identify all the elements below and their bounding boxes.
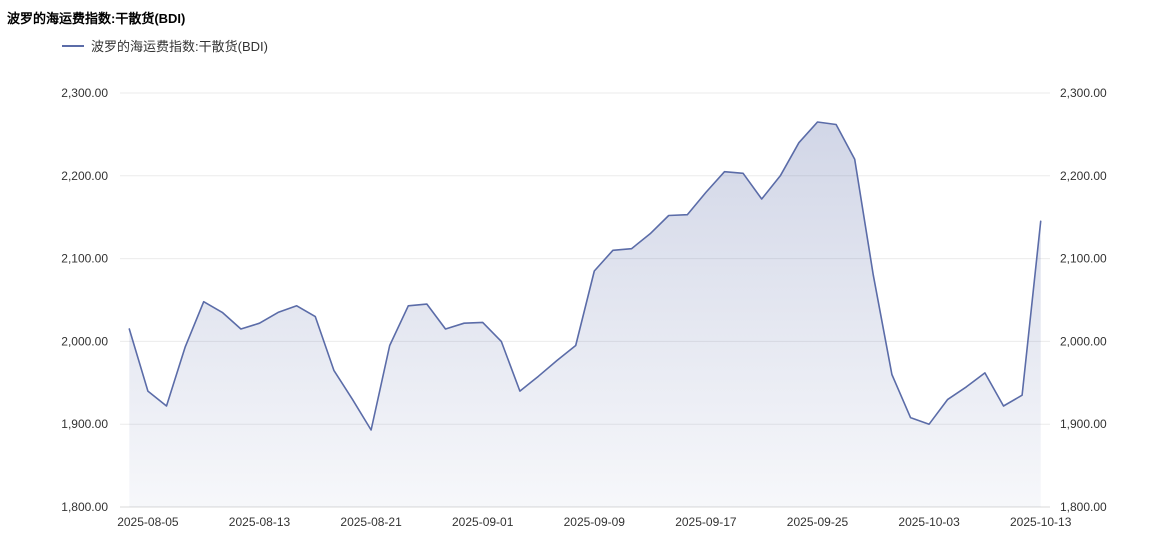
x-axis-label: 2025-09-01 <box>452 515 514 529</box>
page-title: 波罗的海运费指数:干散货(BDI) <box>7 11 186 26</box>
x-axis-label: 2025-09-17 <box>675 515 737 529</box>
y-axis-label-left: 1,900.00 <box>61 417 108 431</box>
legend-item-bdi[interactable]: 波罗的海运费指数:干散货(BDI) <box>62 36 268 55</box>
series-line <box>128 121 1042 431</box>
x-axis-label: 2025-08-05 <box>117 515 179 529</box>
y-axis-label-right: 2,100.00 <box>1060 252 1107 266</box>
y-axis-label-right: 2,200.00 <box>1060 169 1107 183</box>
y-axis-label-left: 2,100.00 <box>61 252 108 266</box>
x-axis-label: 2025-09-09 <box>564 515 626 529</box>
legend-line-icon <box>62 44 84 47</box>
x-axis-label: 2025-08-13 <box>229 515 291 529</box>
y-axis-label-left: 1,800.00 <box>61 500 108 514</box>
y-axis-label-left: 2,300.00 <box>61 86 108 100</box>
y-axis-label-right: 2,300.00 <box>1060 86 1107 100</box>
series-area <box>129 122 1041 507</box>
x-axis-label: 2025-09-25 <box>787 515 849 529</box>
y-axis-label-right: 1,900.00 <box>1060 417 1107 431</box>
x-axis-label: 2025-10-13 <box>1010 515 1072 529</box>
y-axis-label-right: 2,000.00 <box>1060 334 1107 348</box>
y-axis-label-left: 2,000.00 <box>61 334 108 348</box>
legend-label: 波罗的海运费指数:干散货(BDI) <box>91 39 268 54</box>
x-axis-label: 2025-10-03 <box>898 515 960 529</box>
y-axis-label-left: 2,200.00 <box>61 169 108 183</box>
x-axis-label: 2025-08-21 <box>340 515 402 529</box>
y-axis-label-right: 1,800.00 <box>1060 500 1107 514</box>
